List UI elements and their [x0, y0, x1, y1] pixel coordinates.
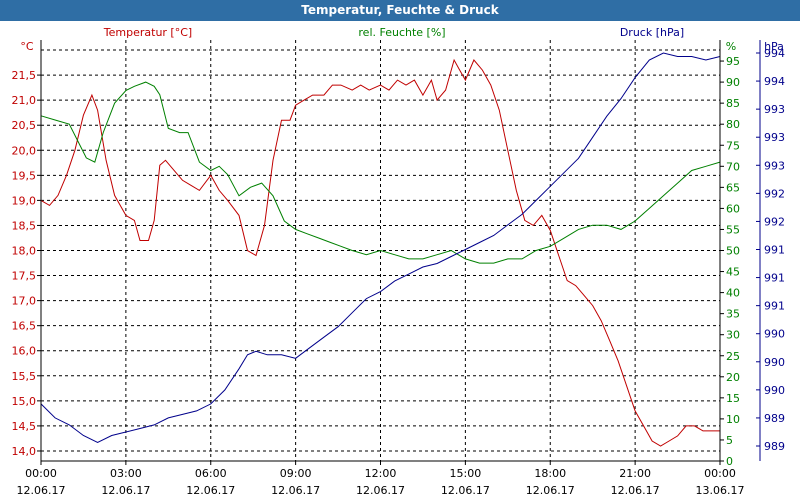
x-tick-label-date: 12.06.17: [611, 484, 660, 497]
plot-frame: [37, 40, 761, 465]
temperature-tick-label: 17,0: [12, 295, 37, 308]
humidity-tick-label: 30: [726, 329, 740, 342]
pressure-tick-label: 989: [764, 412, 785, 425]
pressure-tick-label: 990: [764, 328, 785, 341]
series-line-temperature: [40, 58, 720, 447]
chart-title: Temperatur, Feuchte & Druck: [0, 0, 800, 21]
x-tick-label-date: 12.06.17: [271, 484, 320, 497]
temperature-tick-label: 19,0: [12, 194, 37, 207]
series-lines: [40, 52, 721, 447]
axis-labels: Temperatur [°C] rel. Feuchte [%] Druck [hP…: [12, 26, 786, 497]
humidity-tick-label: 90: [726, 76, 740, 89]
x-tick-label-date: 12.06.17: [526, 484, 575, 497]
humidity-tick-label: 20: [726, 371, 740, 384]
humidity-tick-label: 65: [726, 181, 740, 194]
x-tick-label-time: 06:00: [195, 467, 227, 480]
pressure-tick-label: 991: [764, 272, 785, 285]
pressure-tick-label: 990: [764, 384, 785, 397]
humidity-tick-label: 70: [726, 160, 740, 173]
temperature-tick-label: 21,0: [12, 94, 37, 107]
legend-humidity: rel. Feuchte [%]: [358, 26, 445, 39]
humidity-tick-label: 80: [726, 118, 740, 131]
x-tick-label-time: 15:00: [450, 467, 482, 480]
pressure-unit-label: hPa: [764, 40, 784, 53]
pressure-tick-label: 994: [764, 75, 785, 88]
humidity-tick-label: 5: [726, 434, 733, 447]
temperature-tick-label: 20,5: [12, 119, 37, 132]
x-tick-label-date: 12.06.17: [101, 484, 150, 497]
humidity-tick-label: 15: [726, 392, 740, 405]
humidity-tick-label: 50: [726, 245, 740, 258]
temperature-unit-label: °C: [20, 40, 34, 53]
pressure-tick-label: 992: [764, 187, 785, 200]
pressure-tick-label: 992: [764, 215, 785, 228]
pressure-tick-label: 989: [764, 440, 785, 453]
temperature-tick-label: 21,5: [12, 69, 37, 82]
humidity-tick-label: 75: [726, 139, 740, 152]
x-tick-label-time: 09:00: [280, 467, 312, 480]
humidity-tick-label: 60: [726, 202, 740, 215]
pressure-tick-label: 993: [764, 159, 785, 172]
humidity-tick-label: 40: [726, 287, 740, 300]
x-tick-label-time: 00:00: [704, 467, 736, 480]
pressure-tick-label: 993: [764, 131, 785, 144]
legend-pressure: Druck [hPa]: [620, 26, 684, 39]
temperature-tick-label: 20,0: [12, 144, 37, 157]
pressure-tick-label: 991: [764, 300, 785, 313]
humidity-tick-label: 35: [726, 308, 740, 321]
humidity-tick-label: 45: [726, 266, 740, 279]
temperature-tick-label: 15,0: [12, 395, 37, 408]
temperature-tick-label: 16,0: [12, 345, 37, 358]
x-tick-label-time: 21:00: [619, 467, 651, 480]
temperature-tick-label: 15,5: [12, 370, 37, 383]
x-tick-label-time: 03:00: [110, 467, 142, 480]
x-tick-label-time: 12:00: [365, 467, 397, 480]
humidity-unit-label: %: [726, 40, 736, 53]
temperature-tick-label: 14,5: [12, 420, 37, 433]
temperature-tick-label: 18,5: [12, 219, 37, 232]
humidity-tick-label: 85: [726, 97, 740, 110]
humidity-tick-label: 95: [726, 55, 740, 68]
x-tick-label-date: 12.06.17: [356, 484, 405, 497]
series-line-pressure: [40, 52, 721, 444]
legend-temperature: Temperatur [°C]: [103, 26, 192, 39]
grid-lines: [40, 40, 721, 461]
pressure-tick-label: 991: [764, 244, 785, 257]
temperature-tick-label: 14,0: [12, 445, 37, 458]
temperature-tick-label: 18,0: [12, 245, 37, 258]
series-line-humidity: [40, 81, 721, 264]
pressure-tick-label: 990: [764, 356, 785, 369]
pressure-tick-label: 993: [764, 103, 785, 116]
humidity-tick-label: 10: [726, 413, 740, 426]
pressure-tick-label: 994: [764, 47, 785, 60]
x-tick-label-date: 13.06.17: [696, 484, 745, 497]
humidity-tick-label: 0: [726, 455, 733, 468]
temperature-tick-label: 19,5: [12, 169, 37, 182]
x-tick-label-time: 18:00: [534, 467, 566, 480]
x-tick-label-date: 12.06.17: [186, 484, 235, 497]
humidity-tick-label: 55: [726, 223, 740, 236]
x-tick-label-time: 00:00: [25, 467, 57, 480]
x-tick-label-date: 12.06.17: [441, 484, 490, 497]
temperature-tick-label: 17,5: [12, 270, 37, 283]
humidity-tick-label: 25: [726, 350, 740, 363]
x-tick-label-date: 12.06.17: [17, 484, 66, 497]
temperature-tick-label: 16,5: [12, 320, 37, 333]
